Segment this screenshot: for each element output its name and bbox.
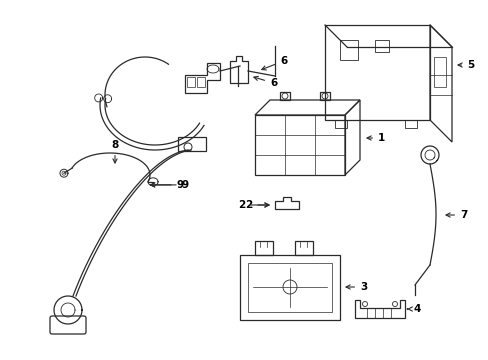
- Text: 3: 3: [346, 282, 366, 292]
- Text: 8: 8: [111, 140, 119, 163]
- Bar: [294, 241, 312, 255]
- Text: 2: 2: [244, 200, 268, 210]
- Text: 4: 4: [407, 304, 420, 314]
- Text: 9: 9: [150, 180, 183, 190]
- Bar: [197, 77, 204, 87]
- Bar: [178, 137, 205, 151]
- Text: 7: 7: [445, 210, 467, 220]
- Text: 2: 2: [237, 200, 268, 210]
- Bar: [339, 40, 357, 60]
- Bar: [254, 241, 272, 255]
- Bar: [319, 92, 329, 100]
- Text: 6: 6: [261, 56, 286, 70]
- Bar: [334, 120, 346, 128]
- Text: 5: 5: [457, 60, 473, 70]
- Bar: [404, 120, 416, 128]
- Bar: [374, 40, 388, 52]
- Bar: [186, 77, 195, 87]
- Text: 6: 6: [253, 76, 277, 88]
- Bar: [280, 92, 289, 100]
- Bar: [433, 57, 445, 87]
- Text: 9: 9: [150, 180, 188, 190]
- Text: 1: 1: [366, 133, 385, 143]
